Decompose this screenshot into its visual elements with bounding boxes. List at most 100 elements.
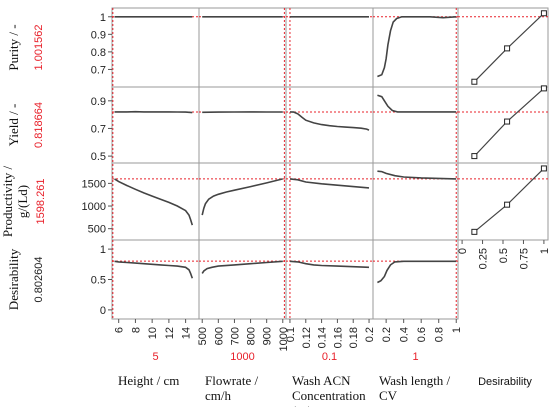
xtick-label: 800 — [246, 327, 258, 345]
panel-r0-c4 — [457, 7, 549, 88]
profile-curve — [377, 94, 457, 113]
profile-curve — [289, 260, 370, 269]
desirability-point — [540, 165, 547, 172]
xtick-label: 10 — [147, 327, 159, 339]
xtick-label: 0.2 — [364, 327, 376, 342]
ytick-label: 1000 — [82, 201, 106, 213]
xtick-label: 14 — [181, 327, 193, 339]
panel-r2-c1 — [198, 162, 287, 241]
xtick-label: 1000 — [278, 327, 290, 351]
column-label-1: Flowrate / cm/h — [205, 373, 258, 403]
desirability-label: Desirability — [478, 376, 532, 388]
row-label-line: g/(Ld) — [15, 185, 30, 218]
ytick-label: 0.5 — [91, 151, 106, 163]
xtick-label: 0.6 — [416, 327, 428, 342]
ytick-label: 0.9 — [91, 29, 106, 41]
xtick-label: 0.1 — [285, 327, 297, 342]
column-current-value: 1000 — [230, 351, 254, 363]
column-label-line: CV — [379, 388, 398, 403]
profile-curve — [114, 110, 193, 114]
ytick-label: 0.7 — [91, 123, 106, 135]
panel-r2-c0 — [111, 162, 200, 241]
ytick-label: 0.7 — [91, 64, 106, 76]
column-label-line: Concentration — [292, 388, 366, 403]
ytick-label: 500 — [88, 224, 106, 236]
panel-r0-c1 — [198, 7, 287, 88]
xtick-label: 0.12 — [301, 327, 313, 348]
panel-r3-c1 — [198, 239, 287, 320]
xtick-label: 0.18 — [348, 327, 360, 348]
xtick-label: 700 — [229, 327, 241, 345]
ytick-label: 1 — [100, 12, 106, 24]
panel-r2-c4 — [457, 162, 549, 241]
panel-r1-c3 — [372, 86, 459, 164]
desirability-point — [504, 118, 511, 125]
panel-r1-c0 — [111, 86, 200, 164]
xtick-label: 600 — [213, 327, 225, 345]
desirability-point — [471, 228, 478, 235]
profile-curve — [289, 178, 370, 189]
column-label-line: Height / cm — [118, 373, 179, 388]
column-current-value: 1 — [412, 351, 418, 363]
xtick-label: 1 — [451, 327, 463, 333]
xtick-label: 500 — [197, 327, 209, 345]
profile-curve — [377, 170, 457, 180]
ytick-label: 0.9 — [91, 96, 106, 108]
column-label-line: Wash length / — [379, 373, 451, 388]
column-current-value: 5 — [152, 351, 158, 363]
row-label-line: Productivity / — [0, 166, 15, 238]
row-label-2: Productivity /g/(Ld) — [0, 166, 30, 238]
desirability-point — [504, 45, 511, 52]
profile-curve — [201, 178, 283, 216]
desirability-point — [540, 10, 547, 17]
panel-r2-c3 — [372, 162, 459, 241]
row-label-line: Yield / - — [6, 104, 21, 147]
panel-r2-c2 — [285, 162, 374, 241]
desirability-point — [504, 201, 511, 208]
row-current-value: 1598.261 — [35, 179, 47, 225]
desirability-point — [540, 85, 547, 92]
ytick-label: 0 — [100, 305, 106, 317]
xtick-label: 0.16 — [332, 327, 344, 348]
panel-r0-c3 — [372, 7, 459, 88]
panel-r3-c2 — [285, 239, 374, 320]
xtick-label: 0.2 — [381, 327, 393, 342]
profile-curve — [289, 111, 370, 131]
xtick-label: 0.14 — [317, 327, 329, 348]
row-current-value: 0.818664 — [33, 102, 45, 148]
column-label-line: Wash ACN — [292, 373, 351, 388]
xtick-label: 6 — [114, 327, 126, 333]
profile-curve — [114, 260, 194, 279]
desirability-point — [471, 78, 478, 85]
column-label-line: cm/h — [205, 388, 231, 403]
desirability-xtick-label: 0.5 — [498, 248, 510, 263]
profile-curve — [201, 260, 283, 274]
column-current-value: 0.1 — [322, 351, 337, 363]
row-label-line: Purity / - — [6, 24, 21, 70]
xtick-label: 0.4 — [399, 327, 411, 342]
ytick-label: 0.5 — [91, 275, 106, 287]
column-label-0: Height / cm — [118, 373, 179, 388]
xtick-label: 0.8 — [434, 327, 446, 342]
panel-r3-c3 — [372, 239, 459, 320]
xtick-label: 12 — [164, 327, 176, 339]
row-label-0: Purity / - — [6, 24, 21, 70]
row-current-value: 0.802604 — [33, 257, 45, 303]
column-label-3: Wash length / CV — [379, 373, 451, 403]
desirability-xtick-label: 0.75 — [518, 248, 530, 269]
row-current-value: 1.001562 — [33, 25, 45, 71]
profile-curve — [114, 178, 194, 226]
desirability-point — [471, 153, 478, 160]
desirability-xtick-label: 0.25 — [478, 248, 490, 269]
ytick-label: 1 — [100, 244, 106, 256]
panel-r0-c0 — [111, 7, 200, 88]
row-label-1: Yield / - — [6, 104, 21, 147]
column-label-line: / v/v — [292, 403, 316, 407]
panel-r0-c2 — [285, 7, 374, 88]
ytick-label: 1500 — [82, 178, 106, 190]
desirability-xtick-label: 0 — [457, 248, 469, 254]
profile-curve — [377, 15, 457, 78]
row-label-3: Desirability — [6, 248, 21, 310]
